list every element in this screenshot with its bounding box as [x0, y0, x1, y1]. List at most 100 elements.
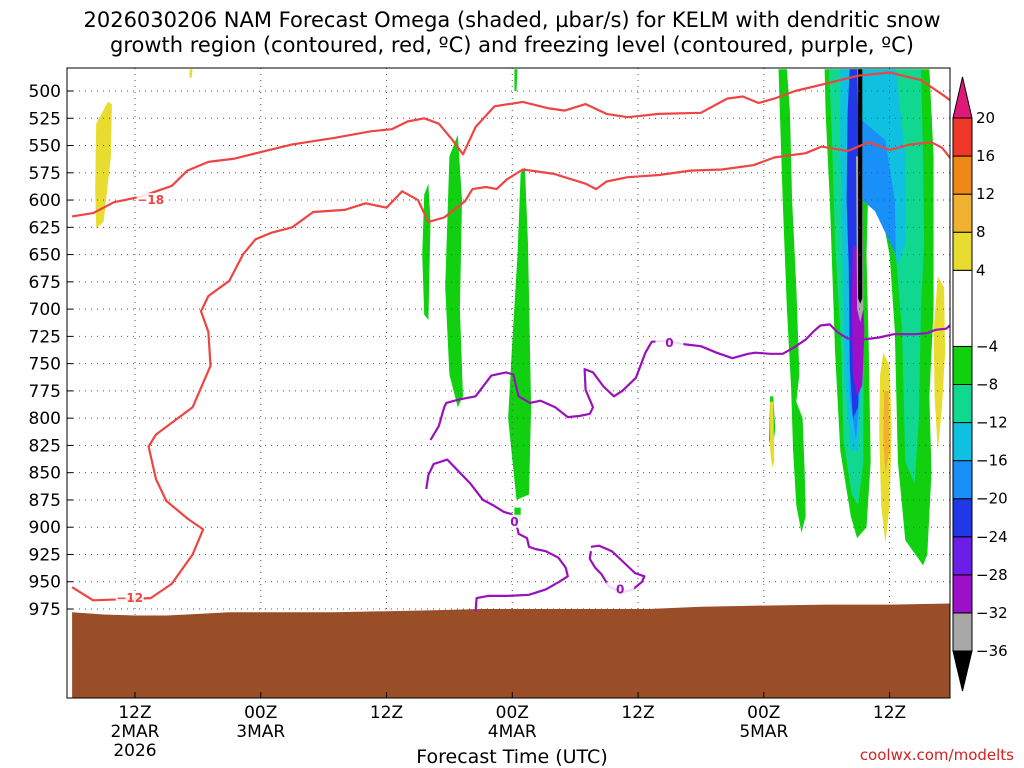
colorbar-label-0: 20: [976, 109, 995, 127]
contour-label-bg: [500, 514, 529, 528]
omega-region-green-left: [778, 69, 806, 533]
ytick-label-850: 850: [29, 464, 61, 484]
terrain-layer: [72, 603, 950, 698]
contour-label-freezing-main: 0: [665, 336, 673, 350]
xtick-date-6: 2MAR: [111, 722, 160, 742]
contour-label-dgz-minus12: −12: [116, 591, 143, 605]
xtick-date-42: 4MAR: [488, 722, 537, 742]
colorbar: 20 16 12 8 4 −4 −8 −12 −16 −20 −24 −28 −32 −36: [952, 76, 1008, 692]
omega-region-yellow-small: [770, 401, 775, 468]
omega-region-black: [858, 69, 863, 304]
xtick-date-66: 5MAR: [739, 722, 788, 742]
colorbar-bin-12: [952, 155, 973, 195]
ytick-label-600: 600: [29, 191, 61, 211]
colorbar-bin--24: [952, 498, 973, 538]
colorbar-bin--16: [952, 422, 973, 462]
colorbar-label-12: −32: [976, 604, 1008, 622]
ytick-label-625: 625: [29, 218, 61, 238]
contour-label-bg: [655, 335, 684, 349]
colorbar-label-3: 8: [976, 223, 986, 241]
ytick-label-875: 875: [29, 491, 61, 511]
ytick-label-750: 750: [29, 355, 61, 375]
contour-label-freezing-loop: 0: [616, 582, 624, 596]
ytick-label-975: 975: [29, 600, 61, 620]
colorbar-label-7: −12: [976, 414, 1008, 432]
colorbar-label-5: −4: [976, 337, 998, 355]
colorbar-bin-16: [952, 117, 973, 157]
colorbar-bin--36: [952, 612, 973, 652]
contour-freezing-loop: [588, 544, 646, 594]
colorbar-label-8: −16: [976, 452, 1008, 470]
xtick-date-18: 3MAR: [236, 722, 285, 742]
contour-dgz-minus12: [71, 141, 950, 602]
chart-title: 2026030206 NAM Forecast Omega (shaded, µ…: [0, 8, 1024, 58]
contour-label-bg: [606, 582, 635, 596]
omega-region-yellow-early: [95, 101, 112, 229]
title-line-1: 2026030206 NAM Forecast Omega (shaded, µ…: [83, 8, 941, 32]
omega-region-yellow-top: [189, 69, 193, 78]
contour-freezing-main: [429, 323, 950, 441]
contour-label-bg: [115, 591, 144, 605]
ytick-label-725: 725: [29, 327, 61, 347]
xtick-label-30: 12Z: [370, 703, 403, 723]
omega-region-green-c: [508, 167, 532, 500]
ytick-label-900: 900: [29, 518, 61, 538]
colorbar-label-4: 4: [976, 261, 986, 279]
ytick-label-650: 650: [29, 246, 61, 266]
colorbar-label-9: −20: [976, 490, 1008, 508]
colorbar-bin--20: [952, 460, 973, 500]
colorbar-label-10: −24: [976, 528, 1008, 546]
colorbar-label-13: −36: [976, 642, 1008, 660]
credit-link[interactable]: coolwx.com/modelts: [859, 746, 1014, 764]
plot-frame: [66, 67, 951, 699]
ytick-label-500: 500: [29, 82, 61, 102]
contour-label-freezing-lower: 0: [510, 515, 518, 529]
ytick-label-575: 575: [29, 164, 61, 184]
ytick-label-775: 775: [29, 382, 61, 402]
contour-label-bg: [136, 193, 165, 207]
colorbar-bin-8: [952, 193, 973, 233]
contour-freezing-lower: [425, 458, 569, 612]
colorbar-bin--32: [952, 574, 973, 614]
ytick-label-925: 925: [29, 545, 61, 565]
ytick-label-700: 700: [29, 300, 61, 320]
xtick-label-78: 12Z: [873, 703, 906, 723]
xtick-label-54: 12Z: [621, 703, 654, 723]
omega-region-green-b: [445, 134, 463, 408]
ytick-label-525: 525: [29, 109, 61, 129]
ytick-label-950: 950: [29, 573, 61, 593]
contour-layer: −18 −12 0 0 0: [71, 71, 950, 612]
colorbar-label-11: −28: [976, 566, 1008, 584]
omega-region-orange-late: [883, 390, 890, 473]
ytick-label-675: 675: [29, 273, 61, 293]
omega-region-green-a: [422, 183, 431, 320]
contour-label-dgz-minus18: −18: [137, 193, 164, 207]
colorbar-bin--4: [952, 269, 973, 347]
xtick-label-42: 00Z: [496, 703, 529, 723]
plot-area: [67, 68, 950, 698]
colorbar-bin--8: [952, 345, 973, 385]
colorbar-label-1: 16: [976, 147, 995, 165]
omega-shading: [95, 69, 946, 566]
colorbar-bin--28: [952, 536, 973, 576]
xtick-label-66: 00Z: [747, 703, 780, 723]
x-axis-title: Forecast Time (UTC): [416, 746, 608, 768]
omega-region-yellow-right: [933, 276, 946, 451]
ytick-label-550: 550: [29, 137, 61, 157]
title-line-2: growth region (contoured, red, ºC) and f…: [110, 33, 914, 57]
colorbar-arrow-bottom: [952, 650, 973, 692]
ytick-label-825: 825: [29, 436, 61, 456]
y-axis: 500 525 550 575 600 625 650 675 700 725 750 775 800 8…: [29, 82, 73, 620]
ytick-label-800: 800: [29, 409, 61, 429]
xtick-label-18: 00Z: [244, 703, 277, 723]
colorbar-label-2: 12: [976, 185, 995, 203]
colorbar-bin-4: [952, 231, 973, 271]
colorbar-arrow-top: [952, 76, 973, 119]
omega-region-green-top: [514, 69, 518, 91]
colorbar-bin--12: [952, 384, 973, 424]
contour-dgz-minus18: [71, 71, 950, 218]
xtick-year-6: 2026: [113, 741, 156, 761]
xtick-label-6: 12Z: [118, 703, 151, 723]
